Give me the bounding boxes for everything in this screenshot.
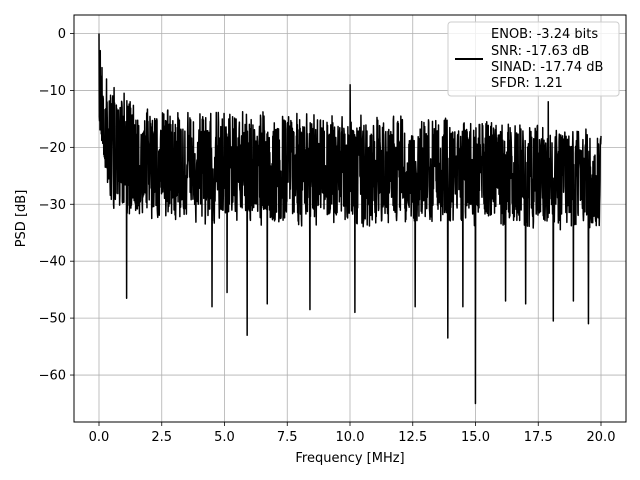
y-tick-label: −60 [39,369,66,384]
x-axis-ticks: 0.0 2.5 5.0 7.5 10.0 12.5 15.0 17.5 20.0 [89,422,616,445]
x-tick-label: 15.0 [461,430,490,445]
legend: ENOB: -3.24 bits SNR: -17.63 dB SINAD: -… [447,21,620,97]
legend-sinad-text: SINAD: -17.74 dB [491,60,603,75]
y-axis-ticks: 0 −10 −20 −30 −40 −50 −60 [39,27,74,384]
x-tick-label: 5.0 [214,430,235,445]
y-tick-label: −50 [39,312,66,327]
legend-sfdr-text: SFDR: 1.21 [491,76,563,91]
x-axis-label: Frequency [MHz] [295,451,404,466]
y-tick-label: −40 [39,255,66,270]
x-tick-label: 20.0 [587,430,616,445]
psd-series-line [98,33,602,405]
y-tick-label: 0 [58,27,66,42]
y-tick-label: −30 [39,198,66,213]
x-tick-label: 10.0 [336,430,365,445]
legend-snr-text: SNR: -17.63 dB [491,44,589,59]
legend-enob-text: ENOB: -3.24 bits [491,27,598,42]
legend-box [447,21,620,97]
y-tick-label: −10 [39,84,66,99]
x-tick-label: 2.5 [151,430,172,445]
x-tick-label: 17.5 [524,430,553,445]
x-tick-label: 12.5 [398,430,427,445]
y-axis-label: PSD [dB] [14,190,29,248]
x-tick-label: 0.0 [89,430,110,445]
x-tick-label: 7.5 [277,430,298,445]
plot-area-frame [73,14,627,423]
y-tick-label: −20 [39,141,66,156]
